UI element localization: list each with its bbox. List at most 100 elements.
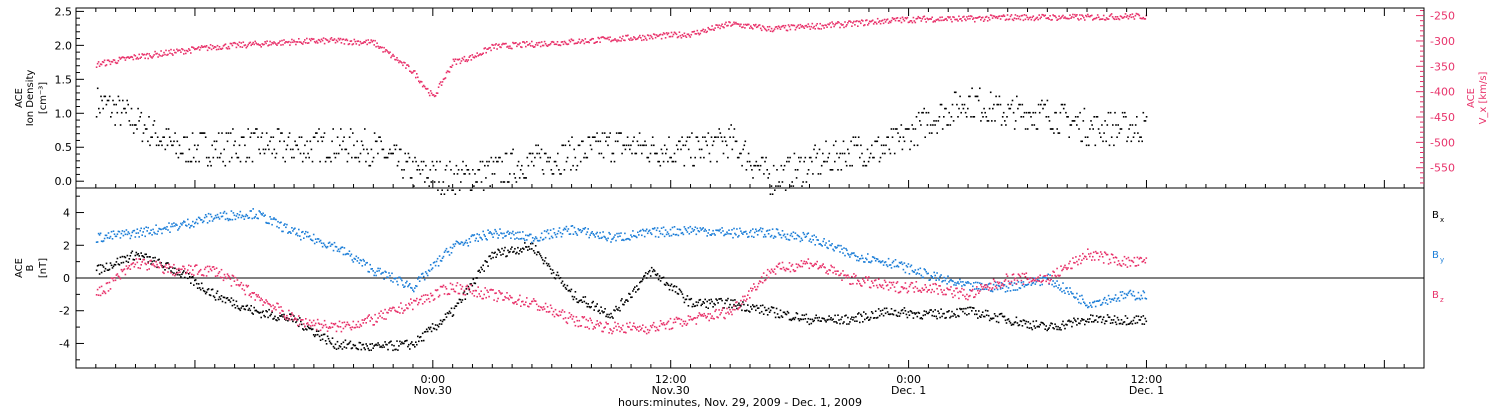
data-point (809, 28, 812, 30)
data-point (368, 349, 370, 352)
data-point (502, 181, 505, 183)
data-point (719, 313, 721, 316)
data-point (1144, 297, 1147, 300)
data-point (188, 223, 190, 226)
data-point (600, 36, 602, 39)
data-point (1035, 128, 1038, 130)
data-point (793, 238, 796, 240)
data-point (486, 160, 488, 163)
data-point (987, 16, 990, 19)
data-point (984, 309, 987, 312)
data-point (161, 55, 163, 57)
data-point (260, 46, 262, 48)
data-point (757, 164, 760, 167)
data-point (343, 321, 346, 324)
data-point (95, 116, 98, 118)
data-point (192, 269, 194, 271)
data-point (735, 21, 737, 24)
data-point (381, 148, 384, 151)
data-point (692, 230, 695, 232)
data-point (670, 283, 673, 286)
data-point (393, 344, 395, 347)
series-by (95, 208, 1148, 309)
data-point (514, 301, 516, 304)
data-point (535, 253, 538, 256)
data-point (408, 284, 410, 287)
data-point (867, 253, 869, 255)
data-point (393, 55, 395, 57)
data-point (247, 309, 250, 311)
data-point (1084, 323, 1086, 326)
data-point (256, 43, 258, 46)
data-point (1020, 15, 1023, 17)
data-point (537, 41, 540, 44)
data-point (814, 317, 816, 319)
data-point (253, 132, 256, 134)
data-point (397, 311, 399, 313)
data-point (1107, 111, 1110, 114)
data-point (886, 136, 888, 138)
data-point (500, 232, 502, 234)
data-point (658, 34, 661, 36)
data-point (229, 132, 232, 134)
data-point (1115, 323, 1118, 326)
data-point (195, 282, 198, 285)
data-point (504, 295, 506, 298)
data-point (171, 271, 173, 274)
data-point (837, 21, 839, 23)
data-point (1094, 319, 1097, 321)
data-point (1068, 17, 1070, 20)
data-point (524, 239, 526, 242)
data-point (654, 273, 657, 276)
data-point (427, 92, 430, 94)
data-point (1084, 302, 1086, 305)
data-point (1085, 144, 1088, 147)
data-point (529, 152, 532, 155)
data-point (421, 272, 424, 275)
data-point (1118, 132, 1121, 134)
data-point (582, 296, 585, 298)
data-point (1037, 103, 1040, 106)
data-point (518, 253, 520, 255)
data-point (339, 247, 342, 250)
data-point (211, 288, 214, 291)
data-point (185, 272, 187, 275)
data-point (165, 228, 167, 230)
data-point (868, 22, 870, 25)
data-point (642, 34, 644, 37)
data-point (904, 310, 907, 312)
data-point (866, 317, 868, 319)
data-point (849, 256, 851, 258)
data-point (525, 45, 527, 48)
data-point (356, 260, 359, 262)
data-point (705, 317, 707, 319)
data-point (150, 136, 152, 138)
data-point (503, 43, 505, 45)
data-point (565, 321, 568, 323)
data-point (866, 258, 868, 261)
data-point (199, 288, 202, 291)
data-point (136, 56, 139, 59)
data-point (738, 302, 740, 305)
data-point (462, 160, 464, 163)
data-point (734, 232, 736, 235)
data-point (388, 52, 390, 55)
data-point (1138, 140, 1140, 143)
data-point (652, 228, 655, 230)
data-point (413, 344, 415, 346)
data-point (636, 38, 638, 40)
data-point (707, 313, 709, 315)
data-point (860, 22, 862, 25)
data-point (915, 116, 918, 118)
data-point (996, 17, 999, 20)
data-point (953, 91, 956, 94)
data-point (104, 64, 107, 67)
data-point (599, 140, 602, 143)
data-point (891, 261, 894, 264)
data-point (418, 298, 421, 301)
data-point (211, 144, 213, 147)
data-point (452, 288, 455, 290)
data-point (908, 314, 911, 316)
data-point (470, 283, 473, 285)
data-point (839, 26, 841, 29)
